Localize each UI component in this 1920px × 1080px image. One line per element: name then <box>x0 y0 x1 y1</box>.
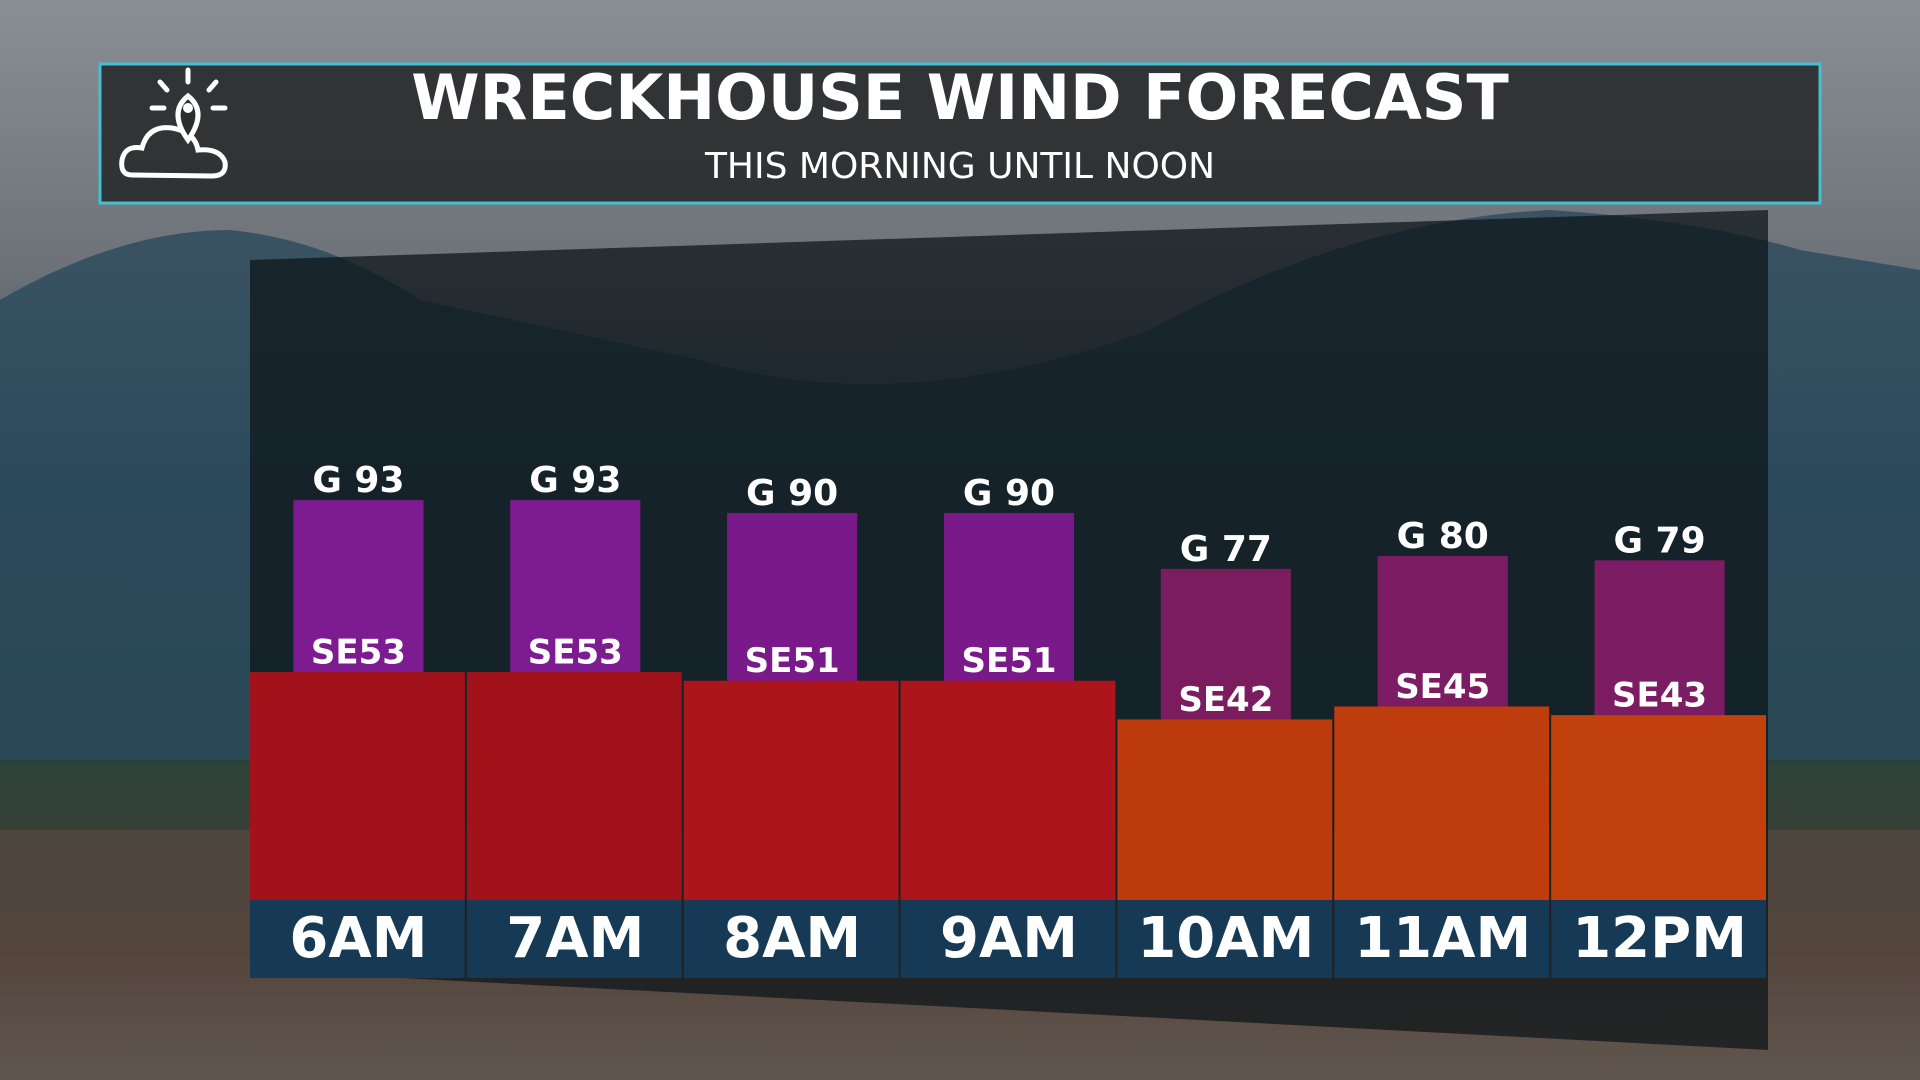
sustained-bar <box>900 680 1116 900</box>
sustained-bar <box>1117 719 1333 900</box>
sustained-bar <box>1334 706 1550 900</box>
weather-icon <box>119 67 228 179</box>
time-band <box>250 900 465 978</box>
sustained-bar <box>250 672 465 900</box>
sustained-label: SE53 <box>311 633 406 673</box>
gust-label: G 77 <box>1180 529 1272 570</box>
chart-subtitle: THIS MORNING UNTIL NOON <box>704 146 1215 187</box>
x-tick-label: 7AM <box>506 906 644 971</box>
plot: G 93 SE53 6AM G 93 SE53 7AM G 90 SE51 8AM G 90 SE5… <box>250 460 1766 978</box>
x-tick-label: 6AM <box>289 906 427 971</box>
sustained-bar <box>1551 715 1766 900</box>
sustained-label: SE51 <box>745 641 840 681</box>
title-banner <box>98 62 1822 205</box>
sustained-bar <box>683 680 899 900</box>
time-band <box>683 900 899 978</box>
x-tick-label: 11AM <box>1354 906 1531 971</box>
x-tick-label: 12PM <box>1572 906 1747 971</box>
gust-label: G 93 <box>529 460 621 501</box>
sustained-label: SE43 <box>1612 676 1707 716</box>
time-band <box>1334 900 1550 978</box>
time-band <box>1551 900 1766 978</box>
sustained-label: SE51 <box>961 641 1056 681</box>
time-band <box>466 900 682 978</box>
gust-label: G 90 <box>746 473 838 514</box>
x-tick-label: 10AM <box>1137 906 1314 971</box>
x-tick-label: 8AM <box>723 906 861 971</box>
chart-title: WRECKHOUSE WIND FORECAST <box>411 61 1509 134</box>
sustained-label: SE53 <box>528 633 623 673</box>
x-tick-label: 9AM <box>940 906 1078 971</box>
gust-label: G 79 <box>1613 520 1705 561</box>
sustained-label: SE45 <box>1395 667 1490 707</box>
time-band <box>900 900 1116 978</box>
gust-label: G 90 <box>963 473 1055 514</box>
time-band <box>1117 900 1333 978</box>
gust-label: G 80 <box>1397 516 1489 557</box>
sustained-label: SE42 <box>1178 680 1273 720</box>
gust-label: G 93 <box>312 460 404 501</box>
sustained-bar <box>466 672 682 900</box>
